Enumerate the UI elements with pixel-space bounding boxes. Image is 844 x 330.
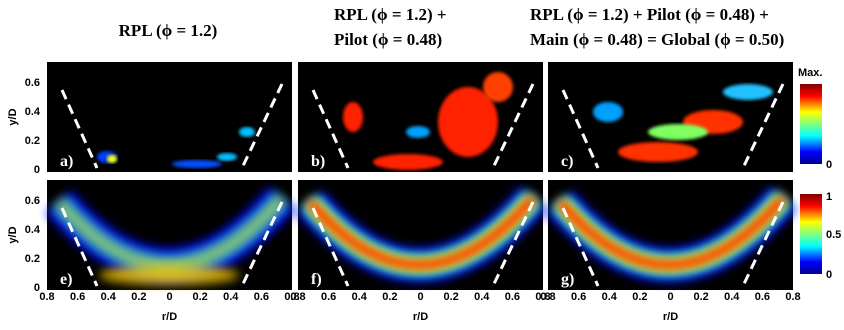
- dashed-line: [60, 207, 99, 287]
- x-tick-label: 0: [417, 291, 423, 303]
- heatmap-panel: b): [298, 62, 543, 172]
- intensity-region: [343, 102, 363, 132]
- y-tick-label: 0.4: [25, 224, 41, 236]
- x-tick-label: 0.6: [254, 291, 269, 303]
- intensity-region: [723, 84, 773, 100]
- x-tick-label: 0.2: [632, 291, 647, 303]
- intensity-region: [438, 87, 498, 157]
- colorbar: [800, 194, 822, 274]
- column-title: RPL (ϕ = 1.2) +: [334, 5, 447, 24]
- x-tick-label: 0.2: [693, 291, 708, 303]
- x-tick-label: 0.6: [321, 291, 336, 303]
- colorbar-label: 1: [826, 191, 832, 203]
- y-tick-label: 0: [34, 282, 40, 294]
- intensity-band: [306, 195, 537, 269]
- x-tick-label: 0.4: [223, 291, 239, 303]
- colorbar-label: 0: [826, 269, 832, 281]
- x-tick-label: 0.4: [101, 291, 117, 303]
- heatmap-panel: g): [547, 180, 796, 290]
- x-tick-label: 0.8: [284, 291, 299, 303]
- column-title: Main (ϕ = 0.48) = Global (ϕ = 0.50): [530, 30, 784, 49]
- y-tick-label: 0.4: [25, 106, 41, 118]
- panel-label: f): [311, 271, 322, 288]
- x-tick-label: 0.2: [192, 291, 207, 303]
- heatmap-panel: c): [548, 62, 793, 172]
- heatmap-panel: a): [47, 62, 292, 172]
- x-axis-label: r/D: [663, 311, 678, 323]
- intensity-region: [618, 142, 698, 162]
- x-tick-label: 0: [667, 291, 673, 303]
- x-tick-label: 0.8: [39, 291, 54, 303]
- x-tick-label: 0.4: [352, 291, 368, 303]
- x-tick-label: 0.8: [540, 291, 555, 303]
- x-axis-label: r/D: [162, 311, 177, 323]
- intensity-band: [556, 195, 787, 269]
- intensity-region: [593, 102, 623, 122]
- dashed-line: [561, 89, 600, 169]
- intensity-region: [373, 154, 443, 170]
- panel-label: a): [60, 153, 73, 170]
- column-title: Pilot (ϕ = 0.48): [334, 30, 442, 49]
- x-tick-label: 0.8: [535, 291, 550, 303]
- dashed-line: [311, 89, 350, 169]
- panel-label: e): [60, 271, 72, 288]
- x-tick-label: 0.8: [290, 291, 305, 303]
- x-tick-label: 0.8: [785, 291, 800, 303]
- colorbar-label: Max.: [798, 67, 822, 79]
- intensity-region: [107, 155, 117, 163]
- y-tick-label: 0.6: [25, 195, 40, 207]
- colorbar-label: 0: [826, 159, 832, 171]
- panel-label: c): [561, 153, 573, 170]
- x-tick-label: 0.6: [70, 291, 85, 303]
- x-tick-label: 0.2: [443, 291, 458, 303]
- x-tick-label: 0.2: [131, 291, 146, 303]
- colorbar-label: 0.5: [826, 229, 841, 241]
- x-axis-label: r/D: [413, 311, 428, 323]
- heatmap-panel: e): [46, 180, 295, 290]
- intensity-region: [99, 265, 239, 285]
- y-axis-label: y/D: [7, 226, 19, 243]
- dashed-line: [60, 89, 99, 169]
- dashed-line: [311, 207, 350, 287]
- y-tick-label: 0: [34, 164, 40, 176]
- y-tick-label: 0.2: [25, 135, 40, 147]
- x-tick-label: 0.4: [602, 291, 618, 303]
- intensity-band: [53, 193, 288, 272]
- x-tick-label: 0.6: [755, 291, 770, 303]
- x-tick-label: 0.2: [382, 291, 397, 303]
- intensity-region: [239, 127, 255, 137]
- intensity-region: [406, 126, 430, 138]
- column-title: RPL (ϕ = 1.2): [119, 21, 218, 40]
- panel-label: g): [561, 271, 574, 288]
- y-tick-label: 0.6: [25, 77, 40, 89]
- dashed-line: [561, 207, 600, 287]
- x-tick-label: 0.4: [724, 291, 740, 303]
- y-axis-label: y/D: [7, 108, 19, 125]
- x-tick-label: 0.6: [505, 291, 520, 303]
- colorbar: [800, 84, 822, 164]
- y-tick-label: 0.2: [25, 253, 40, 265]
- column-title: RPL (ϕ = 1.2) + Pilot (ϕ = 0.48) +: [530, 5, 769, 24]
- intensity-region: [172, 160, 222, 168]
- intensity-region: [483, 72, 513, 102]
- panel-background: [47, 62, 292, 172]
- intensity-region: [648, 124, 708, 140]
- x-tick-label: 0: [166, 291, 172, 303]
- intensity-region: [217, 153, 237, 161]
- panel-label: b): [311, 153, 325, 170]
- x-tick-label: 0.4: [474, 291, 490, 303]
- x-tick-label: 0.6: [571, 291, 586, 303]
- heatmap-panel: f): [297, 180, 546, 290]
